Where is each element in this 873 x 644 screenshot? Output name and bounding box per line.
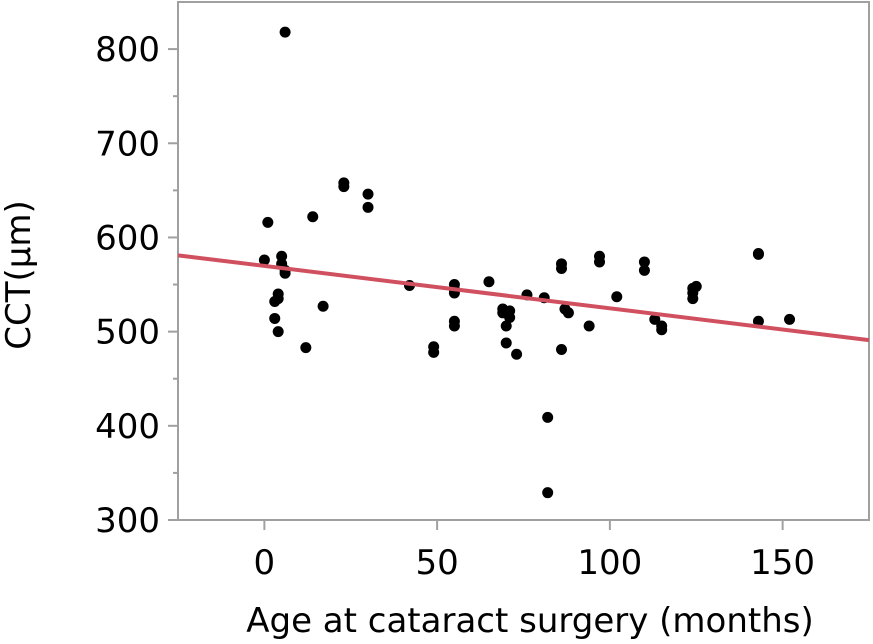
data-point [272, 326, 284, 338]
data-point [594, 256, 606, 268]
data-point [500, 337, 512, 349]
data-point [300, 342, 312, 354]
x-ticks: 0 50 100 150 [254, 520, 815, 583]
data-point [687, 293, 699, 305]
data-point [542, 487, 554, 499]
y-tick-label: 800 [95, 30, 160, 70]
data-point [752, 315, 764, 327]
data-point [448, 320, 460, 332]
data-point [638, 256, 650, 268]
data-point [562, 307, 574, 319]
data-point [362, 188, 374, 200]
data-point [656, 324, 668, 336]
data-point [583, 320, 595, 332]
y-tick-label: 500 [95, 313, 160, 353]
data-point [483, 276, 495, 288]
data-point [258, 254, 270, 266]
data-point [500, 320, 512, 332]
data-point [504, 312, 516, 324]
x-tick-label: 50 [415, 543, 458, 583]
data-point [784, 313, 796, 325]
data-point [511, 348, 523, 360]
data-point [611, 291, 623, 303]
plot-frame [177, 1, 870, 521]
data-point [362, 201, 374, 213]
x-tick-label: 150 [750, 543, 815, 583]
y-tick-label: 600 [95, 218, 160, 258]
y-minor-ticks [173, 95, 178, 474]
y-axis-title: CCT(µm) [0, 200, 39, 350]
data-point [307, 211, 319, 223]
data-point [752, 248, 764, 260]
data-point [276, 250, 288, 262]
data-point [269, 295, 281, 307]
data-point [269, 312, 281, 324]
data-points [258, 26, 796, 499]
data-point [428, 346, 440, 358]
x-tick-label: 100 [577, 543, 642, 583]
data-point [542, 411, 554, 423]
data-point [638, 264, 650, 276]
y-tick-label: 700 [95, 124, 160, 164]
data-point [317, 300, 329, 312]
y-tick-label: 300 [95, 501, 160, 541]
data-point [262, 216, 274, 228]
data-point [556, 344, 568, 356]
x-axis-title: Age at cataract surgery (months) [246, 601, 814, 641]
data-point [279, 26, 291, 38]
data-point [338, 181, 350, 193]
data-point [556, 263, 568, 275]
data-point [649, 313, 661, 325]
y-ticks: 300 400 500 600 700 800 [95, 30, 178, 541]
data-point [690, 280, 702, 292]
trendline [177, 253, 870, 343]
x-tick-label: 0 [254, 543, 276, 583]
y-tick-label: 400 [95, 407, 160, 447]
